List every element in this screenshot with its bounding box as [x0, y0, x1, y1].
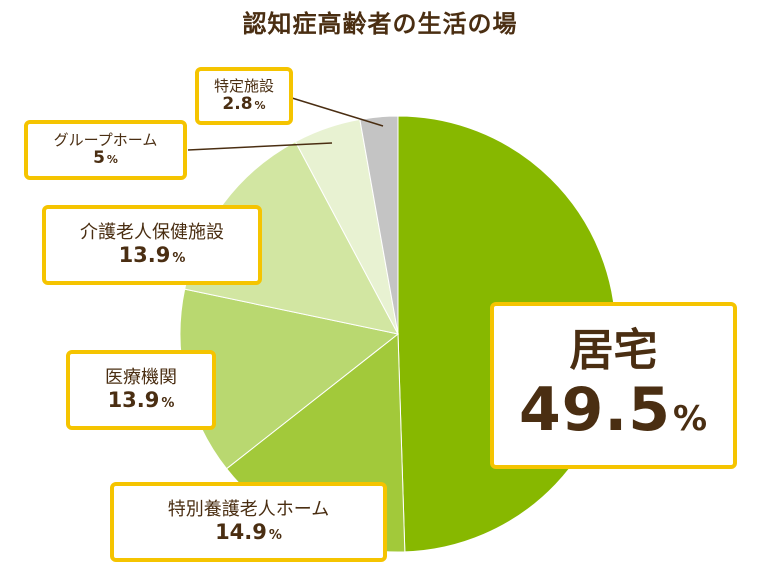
leader-line-group-home: [187, 142, 333, 151]
chart-title: 認知症高齢者の生活の場: [242, 10, 518, 38]
slice-label-group-home: グループホーム 5%: [24, 120, 187, 180]
slice-label-rouken: 介護老人保健施設 13.9%: [42, 205, 262, 285]
slice-label-kyotaku: 居宅 49.5%: [490, 302, 737, 469]
slice-label-iryou: 医療機関 13.9%: [66, 350, 216, 430]
slice-label-tokutei: 特定施設 2.8%: [195, 67, 293, 125]
slice-label-tokuyou: 特別養護老人ホーム 14.9%: [110, 482, 387, 562]
leader-line-tokutei: [291, 97, 384, 127]
